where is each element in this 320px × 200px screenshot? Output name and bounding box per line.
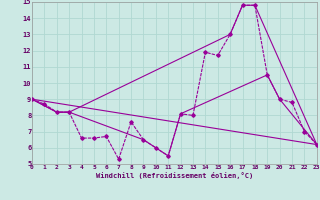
X-axis label: Windchill (Refroidissement éolien,°C): Windchill (Refroidissement éolien,°C) — [96, 172, 253, 179]
